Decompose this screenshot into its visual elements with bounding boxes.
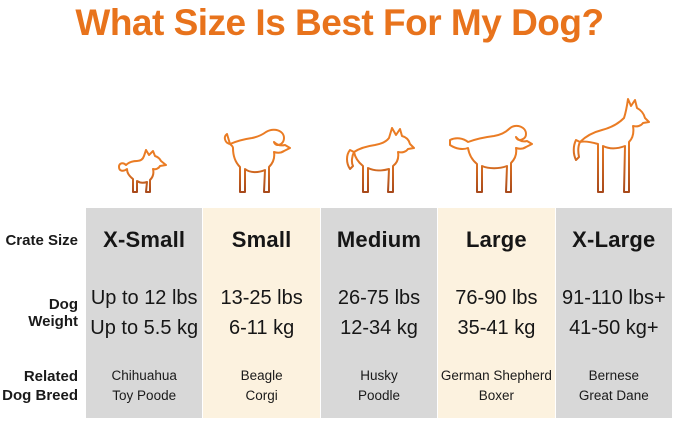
breed-1: German Shepherd: [440, 368, 552, 383]
german-shepherd-icon: [448, 118, 544, 196]
weight-kg: 12-34 kg: [340, 317, 418, 339]
dog-cell-small: [203, 88, 320, 196]
dog-weight-value: Up to 12 lbs Up to 5.5 kg: [86, 272, 202, 354]
husky-icon: [341, 118, 417, 196]
related-breeds: Chihuahua Toy Poode: [86, 354, 202, 418]
weight-lbs: 76-90 lbs: [455, 287, 538, 309]
dog-illustrations-row: [86, 88, 672, 196]
related-breeds: Beagle Corgi: [203, 354, 319, 418]
crate-size-value: Medium: [336, 227, 422, 252]
row-label-dog-weight: Dog Weight: [28, 296, 78, 330]
weight-kg: 6-11 kg: [228, 317, 295, 339]
dog-weight-value: 91-110 lbs+ 41-50 kg+: [556, 272, 672, 354]
size-column-medium: Medium 26-75 lbs 12-34 kg Husky Poodle: [319, 208, 438, 418]
weight-lbs: Up to 12 lbs: [90, 287, 198, 309]
size-column-small: Small 13-25 lbs 6-11 kg Beagle Corgi: [202, 208, 320, 418]
breed-1: Beagle: [240, 368, 283, 383]
breed-2: Corgi: [245, 388, 278, 403]
breed-2: Great Dane: [578, 388, 649, 403]
weight-kg: 41-50 kg+: [569, 317, 659, 339]
row-label-related-dog-breed: Related Dog Breed: [0, 354, 79, 418]
dog-weight-value: 26-75 lbs 12-34 kg: [321, 272, 437, 354]
row-label-related-line2: Dog Breed: [2, 387, 78, 404]
puppy-icon: [221, 124, 303, 196]
crate-size-value: X-Large: [572, 227, 656, 252]
breed-1: Husky: [360, 368, 398, 383]
breed-2: Poodle: [357, 388, 401, 403]
dog-weight-value: 13-25 lbs 6-11 kg: [203, 272, 319, 354]
chihuahua-icon: [117, 142, 173, 196]
row-label-crate-size: Crate Size: [5, 231, 78, 249]
weight-kg: Up to 5.5 kg: [90, 317, 199, 339]
weight-kg: 35-41 kg: [457, 317, 536, 339]
great-dane-icon: [568, 94, 658, 196]
size-column-xsmall: X-Small Up to 12 lbs Up to 5.5 kg Chihua…: [86, 208, 203, 418]
dog-cell-xsmall: [86, 88, 203, 196]
page-title: What Size Is Best For My Dog?: [75, 2, 604, 43]
dog-cell-large: [438, 88, 555, 196]
weight-lbs: 13-25 lbs: [220, 287, 303, 309]
breed-1: Bernese: [588, 368, 639, 383]
related-breeds: Bernese Great Dane: [556, 354, 672, 418]
crate-size-value: Small: [231, 227, 292, 252]
size-table: X-Small Up to 12 lbs Up to 5.5 kg Chihua…: [86, 208, 673, 418]
related-breeds: German Shepherd Boxer: [438, 354, 554, 418]
row-label-related-line1: Related: [23, 368, 78, 385]
crate-size-value: Large: [465, 227, 527, 252]
row-labels: Crate Size Dog Weight Related Dog Breed: [0, 208, 79, 418]
dog-cell-medium: [320, 88, 437, 196]
breed-1: Chihuahua: [111, 368, 177, 383]
dog-cell-xlarge: [555, 88, 672, 196]
related-breeds: Husky Poodle: [321, 354, 437, 418]
breed-2: Toy Poode: [112, 388, 177, 403]
dog-weight-value: 76-90 lbs 35-41 kg: [438, 272, 554, 354]
breed-2: Boxer: [478, 388, 515, 403]
size-column-large: Large 76-90 lbs 35-41 kg German Shepherd…: [437, 208, 555, 418]
size-column-xlarge: X-Large 91-110 lbs+ 41-50 kg+ Bernese Gr…: [554, 208, 673, 418]
weight-lbs: 91-110 lbs+: [562, 287, 666, 309]
weight-lbs: 26-75 lbs: [337, 287, 421, 309]
crate-size-value: X-Small: [103, 227, 186, 252]
